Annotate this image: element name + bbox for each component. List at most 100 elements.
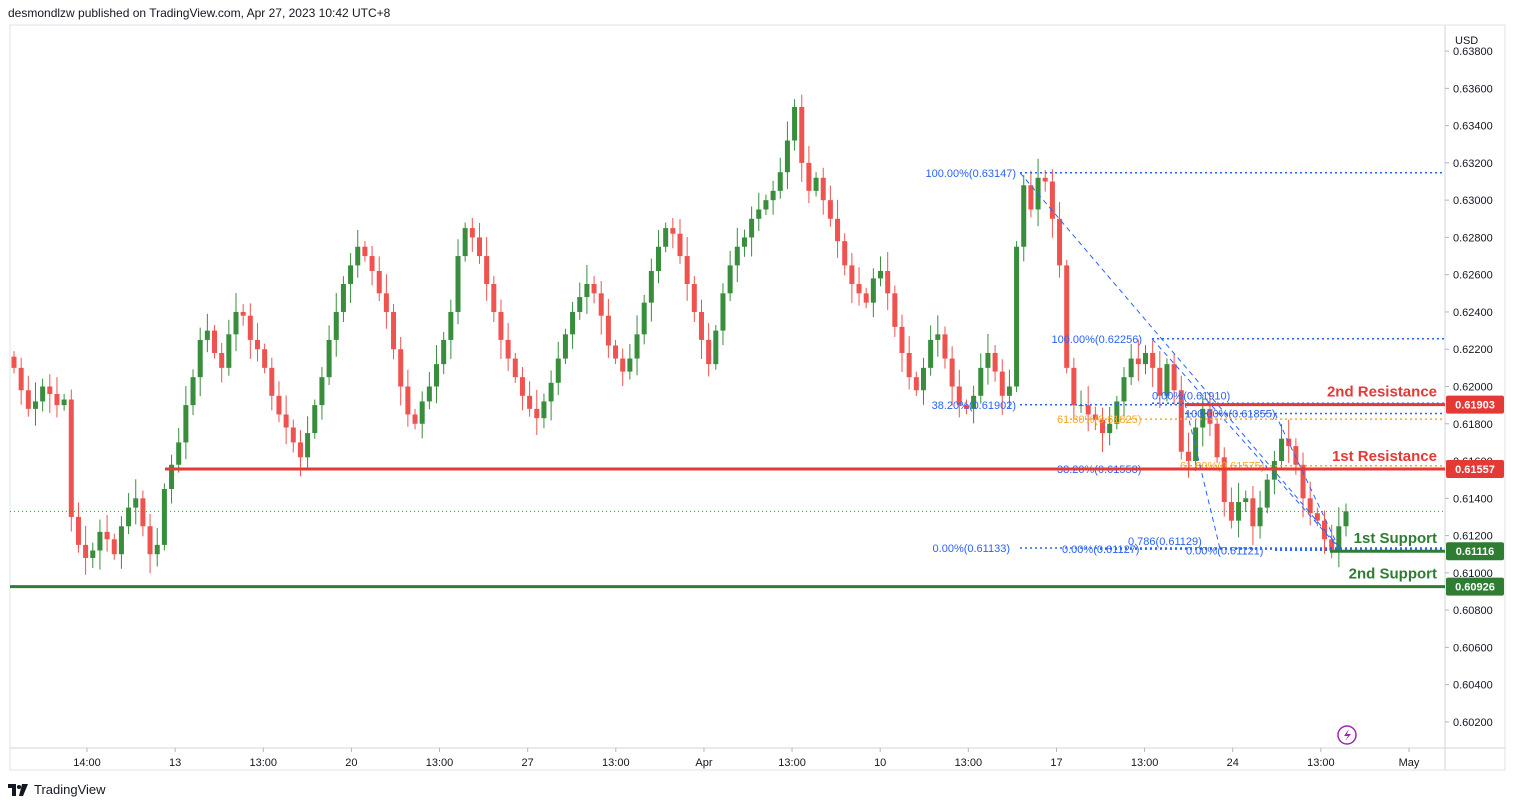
candle-body <box>706 339 712 365</box>
candle-body <box>1293 446 1299 465</box>
support-resistance-levels: 2nd Resistance 0.61903 1st Resistance 0.615… <box>10 384 1504 596</box>
candlestick-series <box>10 94 1445 575</box>
candle-body <box>1021 185 1027 247</box>
candle <box>763 194 769 216</box>
candle <box>720 283 726 346</box>
y-tick-label: 0.62400 <box>1453 307 1493 319</box>
candle <box>1236 483 1242 538</box>
x-tick-label: 13:00 <box>250 757 278 769</box>
candle <box>1014 241 1020 393</box>
candle <box>240 304 246 326</box>
candle-body <box>448 311 454 340</box>
candle-body <box>61 399 67 406</box>
candle <box>512 352 518 383</box>
level-1st-resistance: 1st Resistance 0.61557 <box>165 448 1504 479</box>
candle <box>942 326 948 369</box>
candle <box>398 336 404 406</box>
footer: TradingView <box>8 782 106 797</box>
candle-body <box>813 177 819 191</box>
x-tick-label: May <box>1399 757 1420 769</box>
candle-body <box>835 218 841 242</box>
fib-level-label: 0.00%(0.61910) <box>1152 390 1230 402</box>
candle <box>935 315 941 357</box>
candle-body <box>684 256 690 285</box>
candle <box>426 371 432 410</box>
candle-body <box>849 265 855 285</box>
candle-body <box>555 358 561 383</box>
candle <box>169 454 175 504</box>
candle-body <box>1006 386 1012 396</box>
candle <box>913 371 919 396</box>
candle-body <box>1049 181 1055 219</box>
candle-body <box>391 311 397 350</box>
candle <box>204 313 210 353</box>
candle <box>412 408 418 430</box>
candle-body <box>154 544 160 555</box>
price-chart[interactable]: USD 0.638000.636000.634000.632000.630000… <box>0 0 1515 775</box>
fib-level-label: 0.786(0.61129) <box>1128 536 1202 548</box>
candle <box>1150 340 1156 387</box>
candle <box>999 359 1005 415</box>
candle <box>1214 418 1220 463</box>
candle <box>892 285 898 337</box>
candle <box>1049 169 1055 238</box>
candle-body <box>269 367 275 396</box>
candle <box>75 502 81 553</box>
candle <box>68 389 74 532</box>
candle-body <box>283 414 289 428</box>
candle <box>570 301 576 349</box>
candle-body <box>777 172 783 191</box>
candle <box>777 157 783 199</box>
fibonacci-drawings: 100.00%(0.63147) 100.00%(0.62256) 38.20%(0… <box>925 168 1445 557</box>
candle <box>527 381 533 417</box>
candle-body <box>784 140 790 173</box>
candle <box>1078 390 1084 413</box>
candle-body <box>97 531 103 551</box>
candle-body <box>476 237 482 257</box>
candle <box>348 253 354 304</box>
candle-body <box>505 339 511 359</box>
level-price-tag <box>1446 577 1504 596</box>
candle-body <box>1279 438 1285 462</box>
candle-body <box>1057 218 1063 266</box>
candle-body <box>1228 502 1234 521</box>
candle-body <box>806 162 812 191</box>
candle-body <box>118 526 124 555</box>
candle <box>856 267 862 306</box>
candle-body <box>1207 408 1213 424</box>
candle <box>598 281 604 335</box>
candle-body <box>1307 498 1313 514</box>
candle <box>90 542 96 568</box>
candle-body <box>426 386 432 402</box>
x-tick-label: 27 <box>522 757 534 769</box>
candle <box>1264 474 1270 514</box>
y-tick-label: 0.60800 <box>1453 605 1493 617</box>
candle-body <box>878 270 884 279</box>
candle <box>691 276 697 323</box>
candle <box>498 299 504 359</box>
candle-body <box>233 311 239 335</box>
y-tick-label: 0.60600 <box>1453 642 1493 654</box>
x-tick-label: 20 <box>345 757 357 769</box>
alert-icon[interactable] <box>1337 725 1357 745</box>
candle-body <box>541 401 547 419</box>
candle-body <box>197 339 203 378</box>
candle-body <box>770 190 776 201</box>
candle-body <box>376 270 382 294</box>
candle-body <box>305 433 311 458</box>
y-tick-label: 0.60400 <box>1453 680 1493 692</box>
candle-body <box>212 330 218 353</box>
fib-level-label: 100.00%(0.61855) <box>1185 409 1276 421</box>
candle-body <box>713 330 719 365</box>
x-tick-label: 17 <box>1050 757 1062 769</box>
candle-body <box>677 233 683 257</box>
candle-body <box>462 228 468 257</box>
candle-body <box>333 311 339 340</box>
candle-body <box>892 293 898 327</box>
x-tick-label: 13:00 <box>602 757 630 769</box>
candle <box>126 493 132 535</box>
candle-body <box>369 256 375 271</box>
candle-body <box>1221 457 1227 503</box>
level-1st-support: 1st Support 0.61116 <box>1330 530 1504 561</box>
candle <box>190 369 196 416</box>
